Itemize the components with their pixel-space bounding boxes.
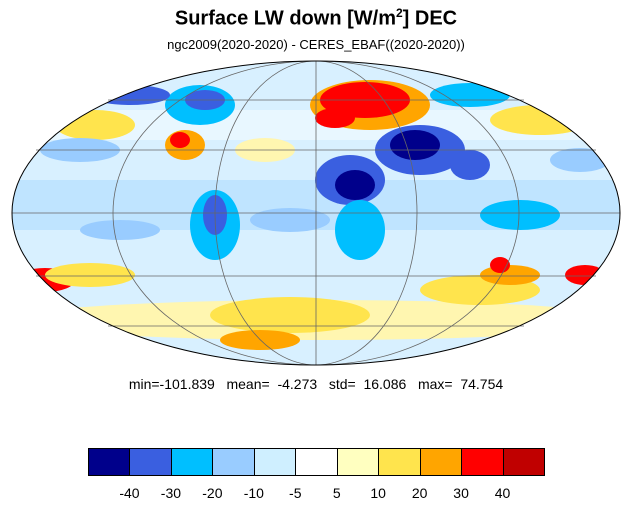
colorbar-swatch: [295, 448, 338, 476]
colorbar-tick-label: -20: [202, 485, 223, 501]
title-superscript: 2: [395, 6, 403, 20]
title-suffix: ] DEC: [402, 7, 458, 30]
title-main: Surface LW down [W/m: [174, 7, 396, 30]
colorbar-tick-label: 10: [370, 485, 386, 501]
colorbar-swatch: [502, 448, 545, 476]
plot-subtitle: ngc2009(2020-2020) - CERES_EBAF((2020-20…: [167, 37, 465, 52]
colorbar-tick-label: 20: [411, 485, 428, 501]
colorbar-swatch: [419, 448, 463, 476]
colorbar-tick-label: -30: [160, 485, 182, 501]
colorbar-swatch: [378, 448, 421, 476]
colorbar-tick-label: 5: [332, 485, 341, 501]
map-outline: [11, 60, 621, 366]
colorbar-swatch: [253, 448, 297, 476]
colorbar-tick-label: 30: [453, 485, 469, 501]
colorbar-swatch: [88, 448, 131, 476]
colorbar-tick-label: -10: [243, 485, 264, 501]
colorbar: [88, 448, 545, 478]
plot-title: Surface LW down [W/m2] DEC: [0, 6, 632, 31]
colorbar-tick-label: 40: [494, 485, 511, 501]
colorbar-swatch: [461, 448, 504, 476]
colorbar-tick-label: -5: [289, 485, 302, 501]
colorbar-swatch: [129, 448, 172, 476]
colorbar-swatch: [336, 448, 380, 476]
colorbar-tick-label: -40: [119, 485, 140, 501]
colorbar-swatch: [212, 448, 255, 476]
statistics-line: min=-101.839 mean= -4.273 std= 16.086 ma…: [128, 376, 504, 392]
colorbar-swatch: [170, 448, 214, 476]
